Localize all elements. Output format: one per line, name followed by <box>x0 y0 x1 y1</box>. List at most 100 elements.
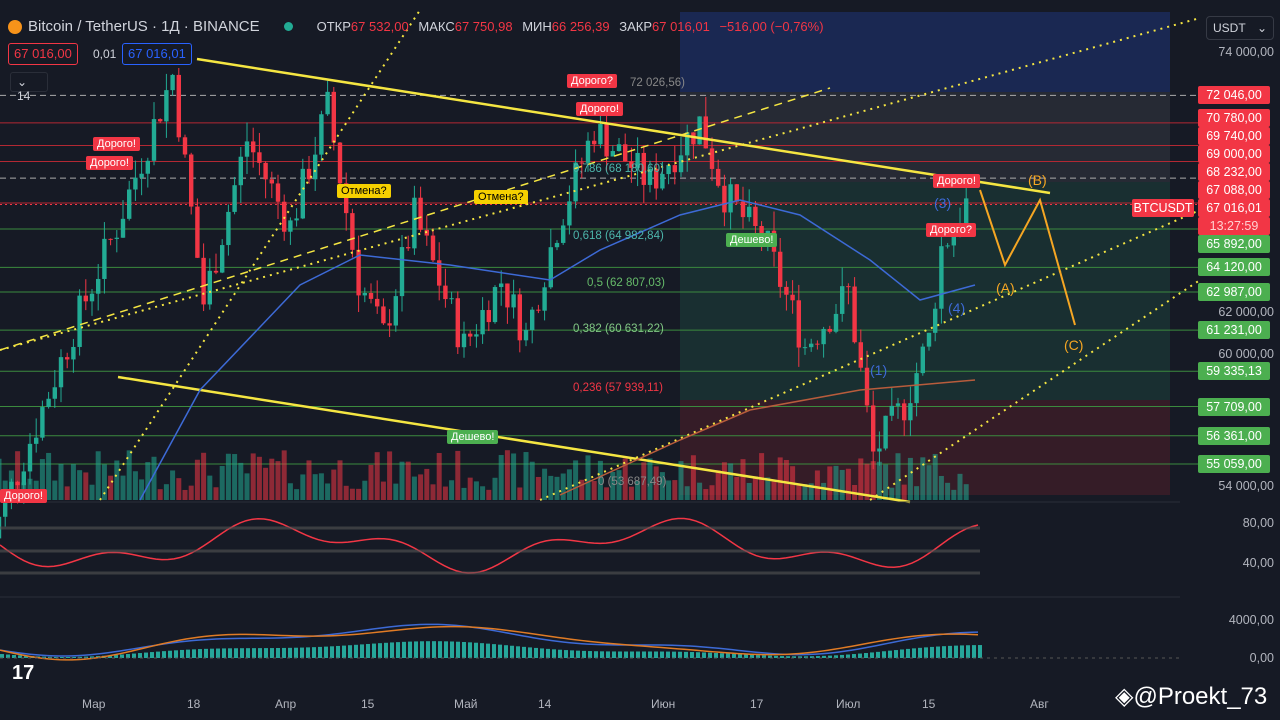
fib-05: 0,5 (62 807,03) <box>587 277 666 289</box>
wave-label-b: (B) <box>1028 172 1047 188</box>
candle <box>96 278 101 294</box>
annotation-cheap: Дешево! <box>726 233 778 247</box>
channel-dotted-2[interactable] <box>539 209 1201 501</box>
volume-bar <box>281 450 287 500</box>
symbol-title[interactable]: Bitcoin / TetherUS · 1Д · BINANCE <box>28 18 260 35</box>
macd-histogram-bar <box>384 642 388 658</box>
currency-select[interactable]: USDT ⌄ <box>1206 16 1274 40</box>
candle <box>728 184 733 213</box>
candle <box>592 140 597 145</box>
candle <box>195 206 200 258</box>
macd-histogram-bar <box>402 641 406 658</box>
wave-label-3: (3) <box>934 195 952 211</box>
sell-price-button[interactable]: 67 016,00 <box>8 43 78 65</box>
volume-bar <box>963 484 969 500</box>
volume-bar <box>449 480 455 500</box>
tradingview-logo-icon: 17 <box>12 662 35 684</box>
zone-grey <box>680 92 1170 182</box>
macd-histogram-bar <box>582 650 586 658</box>
channel-dotted-3[interactable] <box>869 279 1201 501</box>
macd-histogram-bar <box>828 655 832 658</box>
volume-bar <box>703 489 709 500</box>
volume-bar <box>318 473 324 500</box>
buy-price-button[interactable]: 67 016,01 <box>122 43 192 65</box>
macd-histogram-bar <box>678 651 682 658</box>
volume-bar <box>690 455 696 500</box>
volume-bar <box>932 453 938 500</box>
macd-histogram-bar <box>876 651 880 658</box>
candle <box>34 437 39 444</box>
volume-bar <box>132 471 138 500</box>
channel-dashed[interactable] <box>0 87 831 351</box>
volume-bar <box>529 461 535 500</box>
volume-bar <box>188 485 194 500</box>
macd-histogram-bar <box>276 648 280 658</box>
indicator-count: 14 <box>17 89 31 103</box>
candle <box>83 295 88 302</box>
candle <box>610 151 615 157</box>
macd-histogram-bar <box>936 646 940 658</box>
signal-line <box>0 625 979 661</box>
volume-bar <box>58 463 64 500</box>
macd-histogram-bar <box>864 653 868 658</box>
volume-bar <box>120 475 126 500</box>
annotation-expensive: Дорого! <box>0 489 47 503</box>
macd-histogram-bar <box>138 653 142 658</box>
candle <box>852 286 857 343</box>
candle <box>21 471 26 486</box>
volume-bar <box>535 476 541 500</box>
indicator-collapse-button[interactable]: ⌄ 14 <box>10 72 48 103</box>
candle <box>58 357 64 388</box>
macd-histogram-bar <box>552 649 556 658</box>
candle <box>331 91 336 143</box>
macd-histogram-bar <box>696 652 700 658</box>
moving-average-slow <box>559 379 976 496</box>
macd-histogram-bar <box>474 642 478 658</box>
candle <box>499 283 504 288</box>
volume-bar <box>176 478 182 500</box>
trendline-lower[interactable] <box>117 375 911 504</box>
candle <box>362 292 367 296</box>
volume-bar <box>765 477 771 500</box>
volume-bar <box>672 480 678 500</box>
volume-bar <box>938 475 944 500</box>
macd-histogram-bar <box>492 644 496 658</box>
macd-histogram-bar <box>576 650 580 658</box>
trendline-upper[interactable] <box>196 57 1051 195</box>
volume-bar <box>951 489 957 500</box>
macd-histogram-bar <box>756 655 760 658</box>
macd-histogram-bar <box>732 653 736 658</box>
macd-histogram-bar <box>192 649 196 658</box>
candle <box>778 251 783 287</box>
candle <box>313 154 318 180</box>
candle <box>902 403 907 421</box>
macd-histogram-bar <box>42 656 46 658</box>
macd-histogram-bar <box>570 650 574 658</box>
macd-histogram-bar <box>408 641 412 658</box>
volume-bar <box>145 462 151 500</box>
candle <box>685 132 690 156</box>
date-tick: Май <box>454 697 478 711</box>
high-label: МАКС <box>418 19 455 34</box>
annotation-cancel: Отмена? <box>474 190 528 204</box>
symbol-header[interactable]: Bitcoin / TetherUS · 1Д · BINANCE ОТКР67… <box>8 18 830 35</box>
channel-dotted-4[interactable] <box>99 9 421 501</box>
candle <box>641 152 646 185</box>
candle <box>27 443 33 472</box>
candle <box>821 328 826 345</box>
volume-bar <box>858 458 864 500</box>
volume-bar <box>89 484 95 500</box>
macd-histogram-bar <box>18 655 22 658</box>
volume-bar <box>728 463 734 500</box>
price-level-tag: 69 000,00 <box>1198 145 1270 163</box>
macd-histogram-bar <box>564 650 568 658</box>
candle <box>114 237 119 239</box>
channel-dotted-1[interactable] <box>0 17 1201 351</box>
macd-histogram-bar <box>930 646 934 658</box>
candle <box>511 294 516 308</box>
macd-histogram-bar <box>804 656 808 658</box>
candle <box>375 298 380 307</box>
macd-histogram-bar <box>204 648 208 658</box>
volume-bar <box>771 481 777 500</box>
